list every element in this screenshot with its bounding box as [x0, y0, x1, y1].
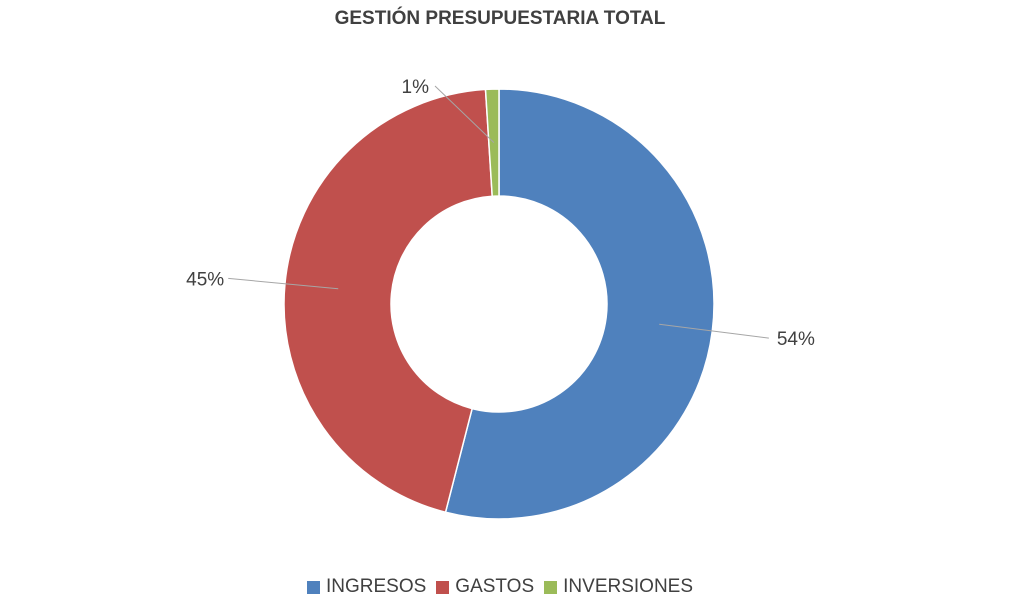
leader-line-ingresos — [659, 323, 769, 339]
slice-gastos — [283, 88, 494, 514]
data-label-ingresos: 54% — [777, 329, 815, 350]
data-label-inversiones: 1% — [402, 77, 430, 98]
chart-title: GESTIÓN PRESUPUESTARIA TOTAL — [334, 8, 666, 29]
donut-slices — [283, 88, 715, 520]
legend-item-ingresos: INGRESOS — [306, 576, 427, 598]
leader-line-inversiones — [434, 85, 495, 143]
leader-lines — [228, 85, 769, 339]
legend-swatch-inversiones — [544, 580, 558, 594]
legend-swatch-ingresos — [306, 580, 320, 594]
legend-swatch-gastos — [436, 580, 450, 594]
slice-ingresos — [444, 88, 715, 520]
slice-inversiones — [484, 88, 500, 198]
data-labels: 54% 45% 1% — [186, 77, 815, 350]
legend-item-gastos: GASTOS — [436, 576, 534, 598]
chart-legend: INGRESOS GASTOS INVERSIONES — [0, 576, 1000, 598]
legend-label-gastos: GASTOS — [455, 576, 535, 597]
data-label-gastos: 45% — [186, 269, 224, 290]
leader-line-gastos — [228, 277, 339, 290]
legend-label-inversiones: INVERSIONES — [563, 576, 694, 597]
legend-item-inversiones: INVERSIONES — [544, 576, 693, 598]
legend-label-ingresos: INGRESOS — [325, 576, 427, 597]
